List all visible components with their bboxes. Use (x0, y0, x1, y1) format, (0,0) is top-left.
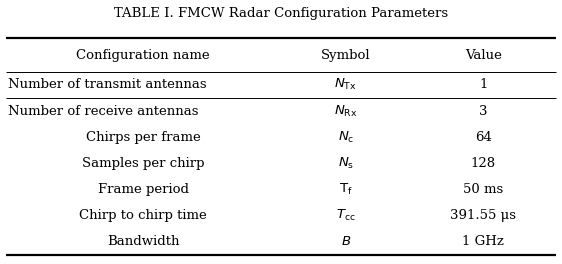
Text: Number of receive antennas: Number of receive antennas (8, 105, 199, 117)
Text: 3: 3 (479, 105, 488, 117)
Text: 50 ms: 50 ms (463, 183, 504, 196)
Text: $N_{\mathrm{c}}$: $N_{\mathrm{c}}$ (338, 130, 354, 145)
Text: $\mathrm{T}_{\mathrm{f}}$: $\mathrm{T}_{\mathrm{f}}$ (339, 182, 352, 197)
Text: Bandwidth: Bandwidth (107, 235, 180, 248)
Text: 64: 64 (475, 131, 492, 144)
Text: $N_{\mathrm{Rx}}$: $N_{\mathrm{Rx}}$ (334, 103, 357, 119)
Text: 128: 128 (471, 157, 496, 170)
Text: Number of transmit antennas: Number of transmit antennas (8, 78, 207, 91)
Text: $T_{\mathrm{cc}}$: $T_{\mathrm{cc}}$ (336, 208, 356, 223)
Text: Symbol: Symbol (321, 49, 370, 62)
Text: 391.55 μs: 391.55 μs (450, 209, 516, 222)
Text: $B$: $B$ (341, 235, 351, 248)
Text: Chirps per frame: Chirps per frame (86, 131, 201, 144)
Text: Value: Value (465, 49, 502, 62)
Text: Frame period: Frame period (98, 183, 189, 196)
Text: Samples per chirp: Samples per chirp (82, 157, 205, 170)
Text: TABLE I. FMCW Radar Configuration Parameters: TABLE I. FMCW Radar Configuration Parame… (114, 7, 448, 20)
Text: $N_{\mathrm{s}}$: $N_{\mathrm{s}}$ (338, 156, 354, 171)
Text: Configuration name: Configuration name (76, 49, 210, 62)
Text: $N_{\mathrm{Tx}}$: $N_{\mathrm{Tx}}$ (334, 77, 357, 92)
Text: 1: 1 (479, 78, 488, 91)
Text: Chirp to chirp time: Chirp to chirp time (79, 209, 207, 222)
Text: 1 GHz: 1 GHz (463, 235, 504, 248)
